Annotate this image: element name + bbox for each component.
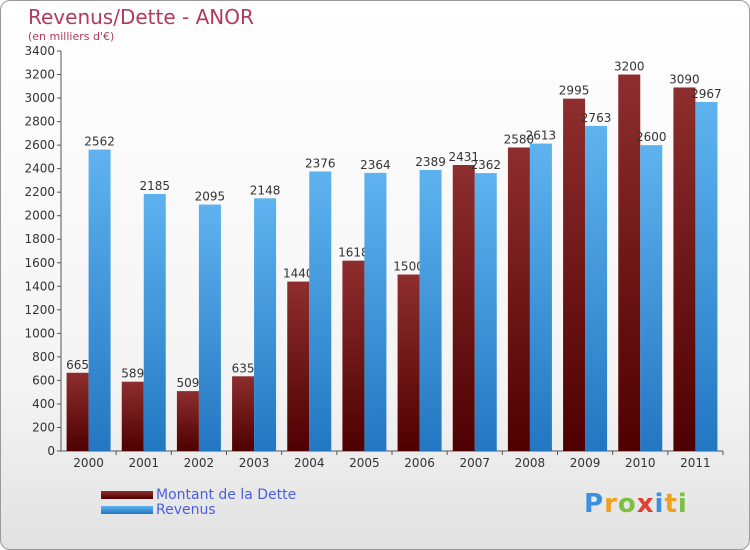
legend-item-revenus: Revenus [101, 501, 296, 518]
proxiti-logo: Proxiti [584, 489, 688, 519]
bar-revenus [198, 204, 221, 451]
bar-dette [66, 372, 89, 451]
logo-letter: x [636, 489, 655, 519]
x-tick-label: 2006 [404, 456, 435, 470]
x-tick-label: 2008 [515, 456, 546, 470]
data-label-revenus: 2613 [526, 129, 557, 143]
legend: Montant de la Dette Revenus [101, 486, 297, 518]
logo-letter: o [617, 489, 637, 519]
data-label-revenus: 2376 [305, 156, 336, 170]
bar-revenus [143, 193, 166, 452]
bar-revenus [585, 125, 608, 452]
y-tick-label: 1000 [24, 326, 55, 340]
legend-swatch-revenus [101, 505, 153, 514]
y-tick-label: 200 [32, 420, 55, 434]
y-tick-label: 600 [32, 373, 55, 387]
data-label-revenus: 2364 [360, 158, 391, 172]
logo-letter: i [654, 489, 665, 519]
y-tick-label: 3400 [24, 44, 55, 58]
bar-dette [176, 391, 199, 451]
y-tick-label: 2000 [24, 209, 55, 223]
data-label-dette: 3090 [669, 72, 700, 86]
logo-letter: P [584, 489, 605, 519]
legend-label-revenus: Revenus [156, 501, 216, 518]
bar-revenus [309, 171, 332, 451]
chart-subtitle: (en milliers d'€) [28, 30, 115, 43]
y-tick-label: 3000 [24, 91, 55, 105]
data-label-dette: 1618 [338, 246, 369, 260]
x-tick-label: 2011 [680, 456, 711, 470]
y-tick-label: 3200 [24, 68, 55, 82]
bar-dette [397, 274, 420, 451]
x-tick-label: 2005 [349, 456, 380, 470]
data-label-dette: 2995 [559, 84, 590, 98]
data-label-revenus: 2562 [84, 135, 115, 149]
logo-letter: i [677, 489, 688, 519]
bar-revenus [529, 143, 552, 451]
data-label-dette: 3200 [614, 60, 645, 74]
data-label-dette: 1440 [283, 267, 314, 281]
bar-dette [452, 165, 475, 451]
bar-dette [232, 376, 255, 451]
logo-letter: t [664, 489, 678, 519]
y-tick-label: 800 [32, 350, 55, 364]
bar-dette [287, 281, 310, 451]
x-tick-label: 2004 [294, 456, 325, 470]
bar-dette [618, 74, 641, 451]
data-label-revenus: 2967 [691, 87, 722, 101]
x-tick-label: 2009 [570, 456, 601, 470]
y-tick-label: 400 [32, 397, 55, 411]
bar-revenus [88, 149, 111, 451]
y-tick-label: 2400 [24, 162, 55, 176]
data-label-revenus: 2095 [195, 190, 226, 204]
data-label-dette: 509 [176, 376, 199, 390]
data-label-revenus: 2600 [636, 130, 667, 144]
bar-revenus [640, 145, 663, 451]
x-tick-label: 2003 [239, 456, 270, 470]
data-label-dette: 635 [232, 361, 255, 375]
x-tick-label: 2007 [459, 456, 490, 470]
logo-letter: r [604, 489, 618, 519]
legend-label-dette: Montant de la Dette [156, 486, 297, 503]
data-label-dette: 589 [121, 367, 144, 381]
bar-dette [673, 87, 696, 452]
bar-revenus [419, 169, 442, 452]
data-label-dette: 665 [66, 358, 89, 372]
data-label-revenus: 2185 [139, 179, 170, 193]
bar-dette [507, 147, 530, 451]
data-label-dette: 1500 [393, 260, 424, 274]
y-tick-label: 0 [47, 444, 55, 458]
bar-revenus [254, 198, 277, 451]
x-tick-label: 2001 [128, 456, 159, 470]
y-tick-label: 2200 [24, 185, 55, 199]
x-tick-label: 2002 [184, 456, 215, 470]
chart-title: Revenus/Dette - ANOR [28, 5, 254, 29]
x-tick-label: 2000 [73, 456, 104, 470]
bar-dette [121, 381, 144, 451]
data-label-revenus: 2148 [250, 183, 281, 197]
data-label-dette: 2580 [504, 132, 535, 146]
legend-item-dette: Montant de la Dette [101, 486, 297, 503]
bar-revenus [364, 172, 387, 451]
y-tick-label: 1400 [24, 279, 55, 293]
data-label-revenus: 2389 [415, 155, 446, 169]
y-tick-label: 1200 [24, 303, 55, 317]
x-tick-label: 2010 [625, 456, 656, 470]
data-label-dette: 2431 [448, 150, 479, 164]
bar-dette [563, 98, 586, 451]
data-label-revenus: 2763 [581, 111, 612, 125]
bar-revenus [474, 173, 497, 451]
bar-dette [342, 260, 365, 451]
bar-revenus [695, 101, 718, 452]
legend-swatch-dette [101, 490, 153, 499]
y-tick-label: 1800 [24, 232, 55, 246]
data-label-revenus: 2362 [470, 158, 501, 172]
y-tick-label: 2600 [24, 138, 55, 152]
y-tick-label: 1600 [24, 256, 55, 270]
y-tick-label: 2800 [24, 115, 55, 129]
